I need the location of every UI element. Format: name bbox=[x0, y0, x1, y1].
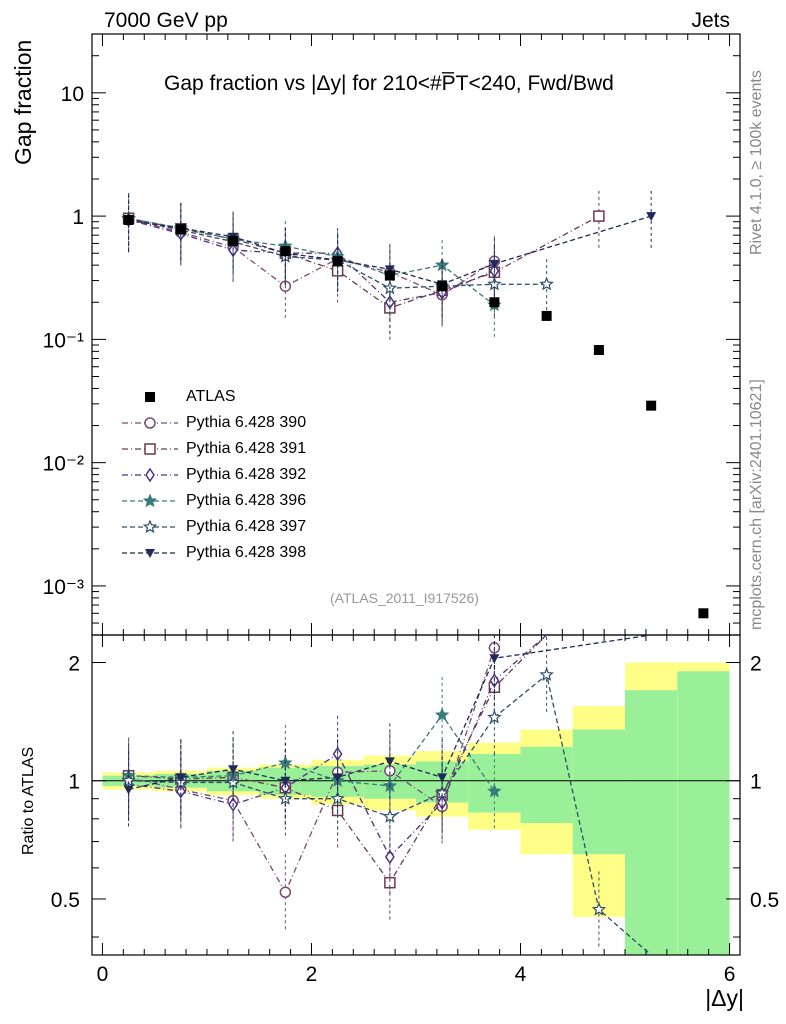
y-tick-label-main: 1 bbox=[72, 206, 84, 229]
chart-title: Gap fraction vs |Δy| for 210<#P̅T<240, F… bbox=[164, 72, 614, 95]
atlas-data-point bbox=[175, 224, 186, 235]
legend-marker bbox=[145, 392, 155, 402]
legend-label: Pythia 6.428 398 bbox=[186, 544, 307, 561]
legend-label: Pythia 6.428 392 bbox=[186, 466, 307, 483]
y-axis-label-main: Gap fraction bbox=[10, 39, 36, 165]
atlas-uncertainty-bands bbox=[102, 662, 730, 955]
legend-label: Pythia 6.428 397 bbox=[186, 518, 307, 535]
series-line-main bbox=[128, 219, 495, 303]
y-tick-label-ratio: 2 bbox=[68, 653, 80, 676]
rivet-version-label: Rivet 4.1.0, ≥ 100k events bbox=[748, 70, 765, 255]
atlas-data-point bbox=[123, 214, 134, 225]
data-point-ratio bbox=[123, 785, 134, 795]
data-point-ratio bbox=[591, 901, 607, 916]
analysis-id-label: (ATLAS_2011_I917526) bbox=[330, 590, 479, 606]
legend-entry: Pythia 6.428 397 bbox=[120, 514, 306, 540]
series-line-ratio bbox=[128, 647, 496, 894]
atlas-data-point bbox=[228, 235, 239, 246]
x-axis-label: |Δy| bbox=[705, 985, 744, 1011]
atlas-data-point bbox=[698, 608, 709, 619]
y-tick-label-main: 10⁻² bbox=[43, 453, 84, 476]
x-tick-label: 4 bbox=[515, 963, 527, 986]
atlas-data-point bbox=[646, 400, 657, 411]
data-point-ratio bbox=[175, 773, 186, 783]
legend-entry: Pythia 6.428 396 bbox=[120, 488, 306, 514]
data-point-ratio bbox=[489, 654, 500, 664]
axes-layer: 0 2 4 6 10 1 10⁻¹ 10⁻² 10⁻³ 0.5 0.5 1 1 2 2 bbox=[43, 33, 779, 986]
data-point-ratio bbox=[434, 707, 450, 722]
ratio-band-inner bbox=[677, 671, 730, 955]
data-point-main bbox=[646, 212, 657, 222]
y-axis-label-ratio: Ratio to ATLAS bbox=[20, 746, 37, 855]
y-tick-label-ratio-right: 0.5 bbox=[750, 889, 779, 912]
data-point-ratio bbox=[279, 886, 292, 899]
legend-entry: Pythia 6.428 392 bbox=[120, 462, 306, 488]
y-tick-label-main: 10⁻¹ bbox=[43, 329, 84, 352]
data-point-ratio bbox=[437, 773, 448, 783]
data-point-ratio bbox=[384, 757, 395, 767]
atlas-data-point bbox=[489, 297, 500, 308]
series-line-main bbox=[128, 215, 600, 309]
series-line-main bbox=[128, 218, 547, 289]
series-atlas bbox=[123, 214, 709, 619]
legend-marker bbox=[122, 549, 178, 558]
x-tick-label: 0 bbox=[97, 963, 109, 986]
ratio-band-inner bbox=[520, 746, 573, 824]
data-point-ratio bbox=[384, 849, 395, 865]
process-label: Jets bbox=[691, 9, 730, 32]
legend-entry: Pythia 6.428 390 bbox=[120, 410, 306, 436]
series-line-main bbox=[128, 217, 495, 306]
legend-entry: ATLAS bbox=[120, 384, 306, 410]
legend-marker bbox=[122, 519, 178, 534]
atlas-data-point bbox=[437, 281, 448, 292]
data-point-ratio bbox=[487, 709, 502, 724]
data-point-main bbox=[384, 265, 395, 275]
y-tick-label-main: 10⁻³ bbox=[43, 576, 84, 599]
data-point-main bbox=[384, 294, 395, 310]
legend-entry: Pythia 6.428 398 bbox=[120, 540, 306, 566]
series-layer bbox=[121, 190, 709, 956]
atlas-data-point bbox=[593, 345, 604, 356]
data-point-ratio bbox=[539, 667, 554, 681]
atlas-data-point bbox=[280, 246, 291, 257]
y-tick-label-ratio-right: 2 bbox=[750, 653, 762, 676]
x-tick-label: 2 bbox=[306, 963, 318, 986]
data-point-main bbox=[593, 210, 605, 222]
ratio-band-inner bbox=[625, 690, 678, 955]
legend-marker bbox=[122, 467, 178, 483]
y-tick-label-ratio: 1 bbox=[68, 771, 80, 794]
atlas-data-point bbox=[384, 270, 395, 281]
beam-label: 7000 GeV pp bbox=[104, 9, 228, 32]
data-point-ratio bbox=[280, 776, 291, 786]
data-point-main bbox=[539, 276, 554, 291]
legend-label: Pythia 6.428 391 bbox=[186, 440, 307, 457]
y-tick-label-ratio: 0.5 bbox=[51, 889, 80, 912]
legend-label: ATLAS bbox=[186, 388, 236, 405]
data-point-ratio bbox=[228, 765, 239, 775]
series-line-ratio bbox=[128, 634, 548, 884]
y-tick-label-ratio-right: 1 bbox=[750, 771, 762, 794]
series-line-ratio bbox=[128, 713, 495, 792]
y-tick-label-main: 10 bbox=[61, 83, 84, 106]
legend-label: Pythia 6.428 390 bbox=[186, 414, 307, 431]
legend-marker bbox=[122, 493, 178, 508]
data-point-ratio bbox=[487, 783, 502, 798]
data-point-ratio bbox=[175, 783, 186, 799]
legend: ATLAS Pythia 6.428 390 Pythia 6.428 391 Pyt… bbox=[120, 384, 306, 566]
data-point-ratio bbox=[332, 773, 343, 783]
mcplots-credit-label: mcplots.cern.ch [arXiv:2401.10621] bbox=[748, 379, 765, 630]
legend-marker bbox=[122, 443, 178, 455]
data-point-ratio bbox=[437, 795, 448, 810]
legend-marker bbox=[122, 417, 178, 429]
x-tick-label: 6 bbox=[724, 963, 736, 986]
data-point-main bbox=[489, 259, 500, 269]
ratio-band-inner bbox=[572, 729, 626, 855]
atlas-data-point bbox=[541, 310, 552, 321]
atlas-data-point bbox=[332, 256, 343, 267]
data-point-ratio bbox=[382, 809, 398, 823]
legend-label: Pythia 6.428 396 bbox=[186, 492, 307, 509]
legend-entry: Pythia 6.428 391 bbox=[120, 436, 306, 462]
